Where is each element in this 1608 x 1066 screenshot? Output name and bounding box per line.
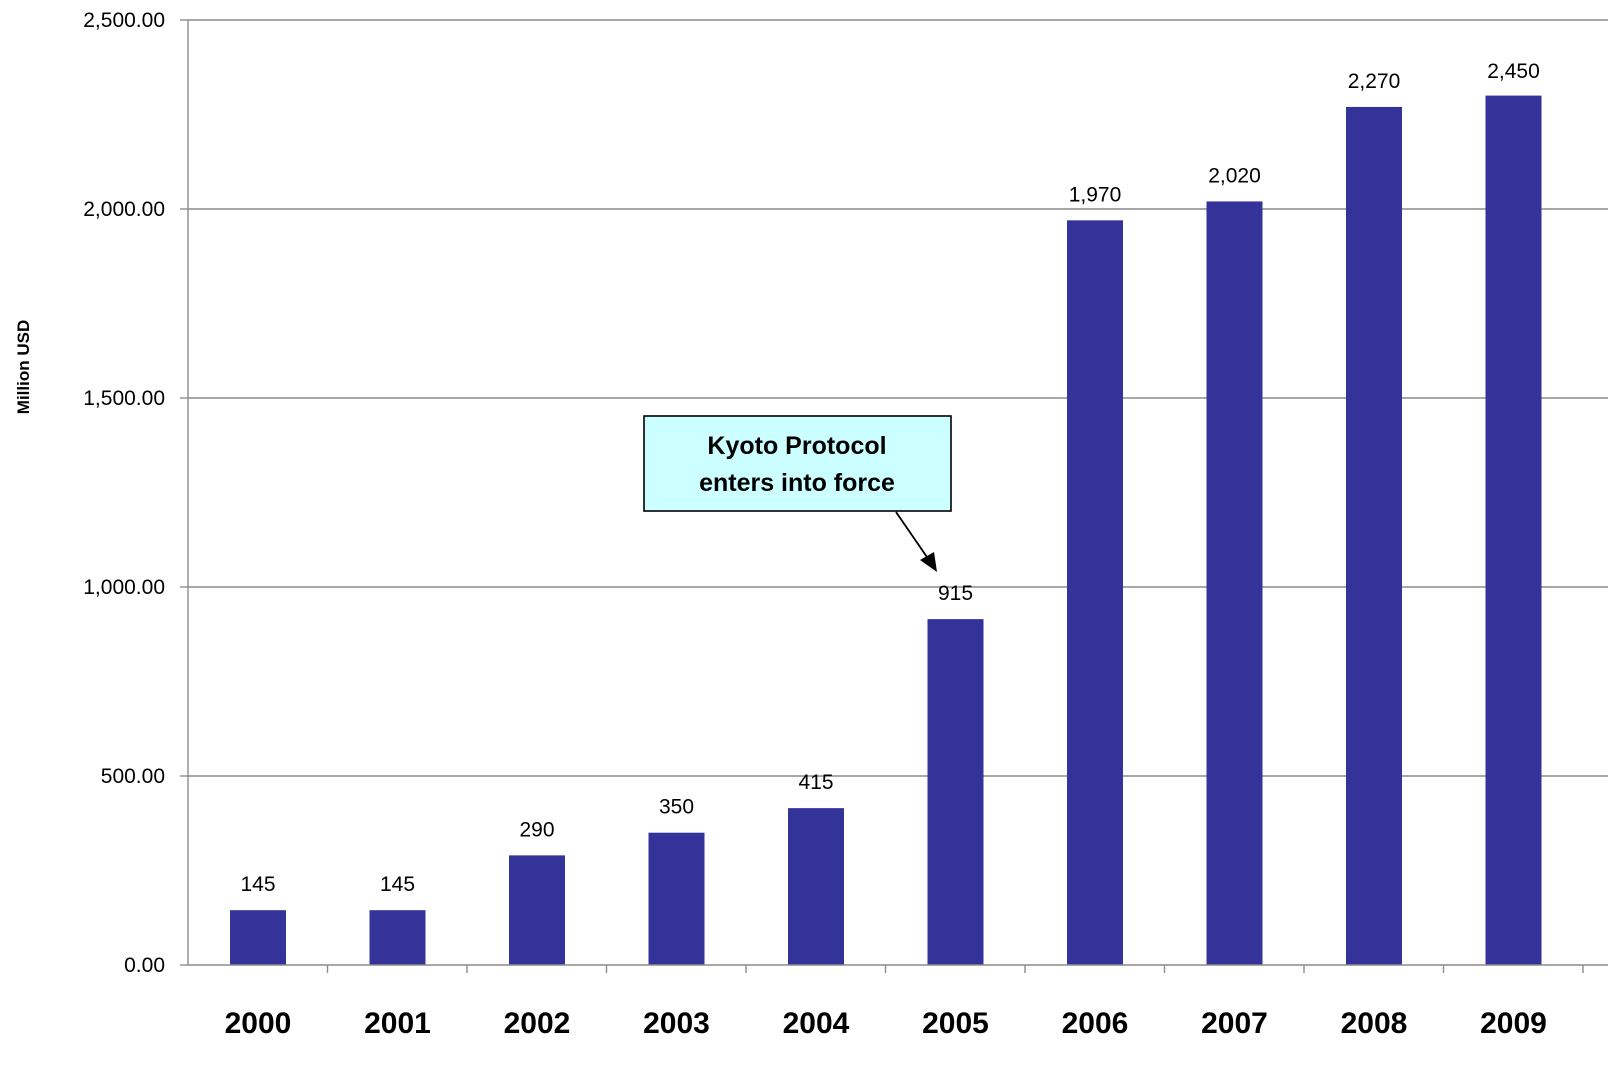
y-tick-label-3: 1,500.00: [83, 387, 165, 410]
y-tick-labels: 0.00 500.00 1,000.00 1,500.00 2,000.00 2,500.…: [83, 9, 165, 977]
y-axis-label: Million USD: [14, 320, 33, 414]
bar-2000: [230, 910, 286, 965]
y-tick-label-2: 1,000.00: [83, 576, 165, 599]
x-tick-label-2002: 2002: [504, 1007, 571, 1040]
bar-2008: [1346, 106, 1402, 965]
bar-2003: [648, 832, 705, 965]
bar-2005: [927, 619, 984, 965]
kyoto-annotation: Kyoto Protocol enters into force: [643, 415, 952, 572]
callout-text-line-2: enters into force: [699, 469, 895, 497]
x-tick-label-2001: 2001: [364, 1007, 431, 1040]
data-label-2002: 290: [519, 818, 554, 841]
axes: [187, 20, 1608, 966]
data-label-2003: 350: [659, 796, 694, 819]
x-tick-label-2000: 2000: [225, 1007, 292, 1040]
data-label-2005: 915: [938, 582, 973, 605]
y-tick-label-1: 500.00: [101, 765, 165, 788]
x-tick-label-2005: 2005: [922, 1007, 989, 1040]
bar-2001: [369, 910, 426, 965]
callout-arrowhead-icon: [920, 552, 937, 572]
x-tick-label-2008: 2008: [1341, 1007, 1408, 1040]
data-label-2008: 2,270: [1348, 70, 1401, 93]
x-tick-label-2004: 2004: [783, 1007, 850, 1040]
bar-2006: [1067, 220, 1123, 966]
data-label-2009: 2,450: [1487, 60, 1540, 83]
data-label-2006: 1,970: [1069, 183, 1122, 206]
callout-box: [643, 415, 952, 512]
data-label-2004: 415: [798, 771, 833, 794]
y-tick-label-4: 2,000.00: [83, 198, 165, 221]
x-tick-label-2009: 2009: [1480, 1007, 1547, 1040]
x-tick-label-2006: 2006: [1062, 1007, 1129, 1040]
bars: [230, 95, 1542, 966]
y-tick-label-5: 2,500.00: [83, 9, 165, 32]
x-tick-label-2007: 2007: [1201, 1007, 1268, 1040]
data-label-2001: 145: [380, 873, 415, 896]
callout-text-line-1: Kyoto Protocol: [707, 432, 886, 460]
x-tick-label-2003: 2003: [643, 1007, 710, 1040]
bar-2009: [1485, 95, 1542, 966]
bar-2002: [509, 855, 565, 965]
callout-arrow-line: [895, 511, 930, 561]
data-labels: 145 145 290 350 415 915 1,970 2,020 2,270 2,450: [240, 60, 1539, 896]
y-tick-label-0: 0.00: [124, 954, 165, 977]
bar-2004: [788, 808, 844, 965]
data-label-2007: 2,020: [1208, 164, 1261, 187]
bar-2007: [1206, 201, 1263, 965]
data-label-2000: 145: [240, 873, 275, 896]
x-tick-labels: 2000 2001 2002 2003 2004 2005 2006 2007 2008 2009: [225, 1007, 1547, 1040]
